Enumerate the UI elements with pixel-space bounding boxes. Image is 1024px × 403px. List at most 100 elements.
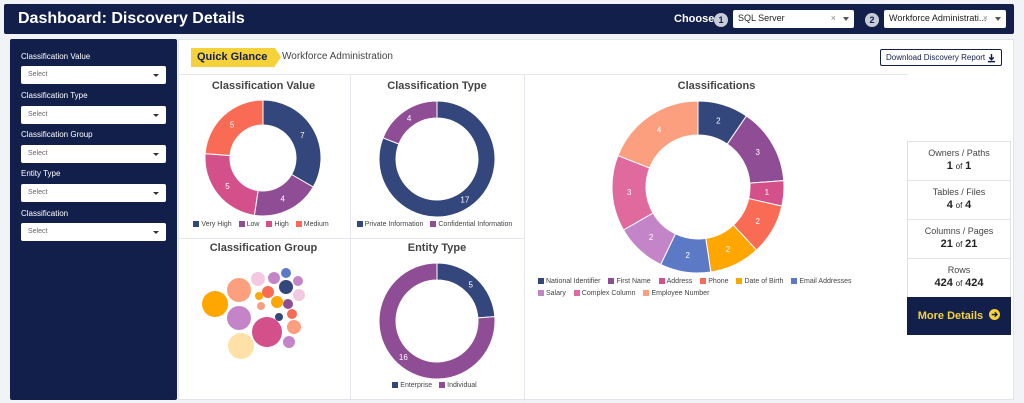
legend-item: Very High xyxy=(193,221,232,228)
stat-tables-files: Tables / Files 4 of 4 xyxy=(907,180,1011,219)
legend-label: Enterprise xyxy=(400,382,433,389)
donut-slice xyxy=(205,153,259,216)
clear-icon[interactable]: × xyxy=(982,13,988,23)
bubble xyxy=(275,313,283,321)
bubble xyxy=(228,333,254,359)
donut-slice-label: 2 xyxy=(756,217,761,226)
stat-of: of xyxy=(955,201,963,210)
quick-glance-badge: Quick Glance xyxy=(191,48,282,67)
chevron-down-icon xyxy=(843,17,849,21)
legend-swatch xyxy=(439,382,446,388)
legend-swatch xyxy=(356,221,363,227)
divider xyxy=(524,75,525,401)
stat-total: 21 xyxy=(965,238,978,250)
legend-label: Phone xyxy=(708,278,729,285)
filter-label-classification-type: Classification Type xyxy=(21,91,88,100)
chart-title-classification-type: Classification Type xyxy=(387,80,487,92)
legend-item: Date of Birth xyxy=(736,278,783,285)
page-title: Dashboard: Discovery Details xyxy=(18,10,245,27)
arrow-right-circle-icon xyxy=(989,309,1001,320)
download-report-label: Download Discovery Report xyxy=(886,53,986,62)
bubble xyxy=(227,278,251,302)
stat-value: 21 xyxy=(940,238,953,250)
legend-label: Salary xyxy=(546,290,566,297)
legend-label: National Identifier xyxy=(546,278,601,285)
classification-type-donut: 17 4 xyxy=(379,101,495,217)
entity-type-donut: 5 16 xyxy=(379,263,495,379)
legend-item: Email Addresses xyxy=(791,278,851,285)
stat-value: 1 xyxy=(946,160,953,172)
download-report-button[interactable]: Download Discovery Report xyxy=(880,49,1002,66)
filter-placeholder: Select xyxy=(28,150,48,157)
legend-swatch xyxy=(538,278,544,284)
legend-item: First Name xyxy=(608,278,651,285)
legend-item: Enterprise xyxy=(392,382,432,389)
legend-swatch xyxy=(295,221,302,227)
legend-swatch xyxy=(266,221,273,227)
classifications-donut: 2 3 1 2 2 2 2 3 4 xyxy=(612,101,784,273)
donut-slice-label: 2 xyxy=(685,251,690,260)
donut-slice-label: 17 xyxy=(460,196,469,205)
donut-slice-label: 5 xyxy=(468,280,473,289)
step-2-badge: 2 xyxy=(865,13,879,27)
bubble xyxy=(227,306,251,330)
legend-label: Individual xyxy=(447,382,477,389)
bubble xyxy=(271,296,283,308)
bubble xyxy=(202,291,228,317)
clear-icon[interactable]: × xyxy=(830,13,836,23)
legend-label: Very High xyxy=(201,221,232,228)
legend-item: Medium xyxy=(295,221,329,228)
chart-title-classification-value: Classification Value xyxy=(211,80,316,92)
chevron-down-icon xyxy=(995,17,1001,21)
application-select[interactable]: Workforce Administrati... × xyxy=(884,10,1006,28)
legend-item: Phone xyxy=(700,278,729,285)
stat-label: Columns / Pages xyxy=(924,226,994,236)
donut-slice xyxy=(436,263,495,319)
legend-label: Address xyxy=(666,278,693,285)
legend-item: Employee Number xyxy=(643,290,709,297)
bubble xyxy=(287,320,301,334)
donut-slice xyxy=(379,263,495,379)
chart-title-classification-group: Classification Group xyxy=(209,242,318,254)
filter-placeholder: Select xyxy=(28,71,48,78)
filter-classification[interactable]: Select xyxy=(21,223,166,241)
legend-label: Confidential Information xyxy=(438,221,513,228)
filter-classification-type[interactable]: Select xyxy=(21,106,166,124)
stat-of: of xyxy=(955,162,963,171)
filter-placeholder: Select xyxy=(28,111,48,118)
legend-item: Private Information xyxy=(356,221,423,228)
filter-label-classification-value: Classification Value xyxy=(21,52,91,61)
bubble xyxy=(268,272,280,284)
filter-entity-type[interactable]: Select xyxy=(21,184,166,202)
legend-label: Medium xyxy=(303,221,329,228)
more-details-label: More Details xyxy=(917,310,984,322)
filter-sidebar: Classification Value Select Classificati… xyxy=(10,39,177,400)
bubble xyxy=(283,336,295,348)
filter-label-entity-type: Entity Type xyxy=(21,169,61,178)
classification-type-legend: Private Information Confidential Informa… xyxy=(350,221,524,228)
stat-total: 424 xyxy=(965,277,984,289)
more-details-button[interactable]: More Details xyxy=(907,297,1011,335)
stat-value: 424 xyxy=(934,277,953,289)
legend-swatch xyxy=(193,221,200,227)
legend-label: Date of Birth xyxy=(744,278,784,285)
classification-value-donut: 7 4 5 5 xyxy=(205,100,321,216)
database-select[interactable]: SQL Server × xyxy=(733,10,854,28)
filter-classification-group[interactable]: Select xyxy=(21,145,166,163)
bubble xyxy=(281,268,291,278)
stat-label: Tables / Files xyxy=(932,187,986,197)
donut-slice xyxy=(262,100,321,188)
chevron-down-icon xyxy=(153,231,159,234)
legend-swatch xyxy=(658,278,665,284)
filter-classification-value[interactable]: Select xyxy=(21,66,166,84)
database-select-value: SQL Server xyxy=(738,13,785,23)
classifications-legend: National Identifier First Name Address P… xyxy=(538,276,878,300)
donut-slice-label: 2 xyxy=(716,117,721,126)
donut-slice-label: 2 xyxy=(649,233,654,242)
legend-swatch xyxy=(736,278,743,284)
bubble xyxy=(262,286,274,298)
legend-swatch xyxy=(238,221,245,227)
legend-swatch xyxy=(430,221,437,227)
legend-swatch xyxy=(573,290,580,296)
stats-panel: Owners / Paths 1 of 1 Tables / Files 4 o… xyxy=(907,141,1011,335)
